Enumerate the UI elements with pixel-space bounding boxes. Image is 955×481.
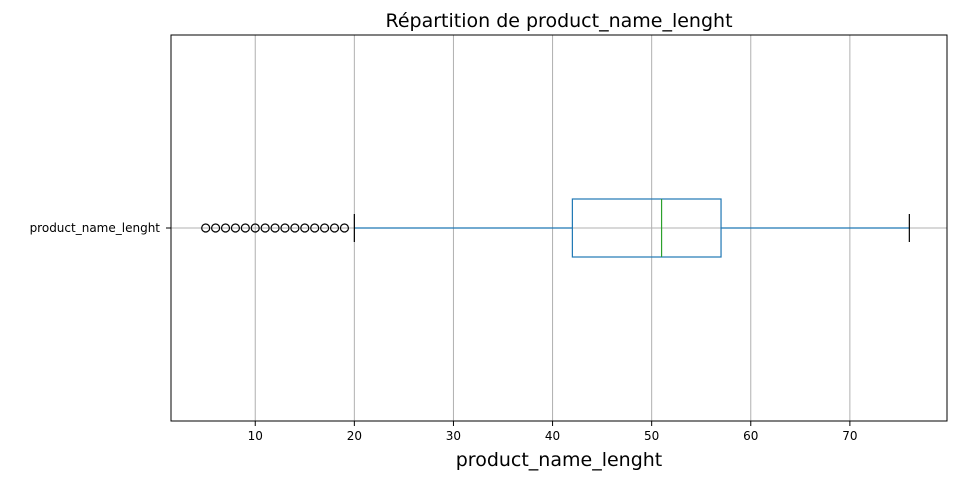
iqr-box: [571, 198, 722, 258]
outlier-point: [280, 223, 290, 233]
outlier-point: [310, 223, 320, 233]
outlier-point: [329, 223, 340, 233]
outlier-point: [201, 223, 211, 233]
outlier-point: [300, 223, 310, 233]
x-axis-label: product_name_lenght: [456, 449, 663, 471]
x-tick-label: 10: [248, 429, 263, 443]
outlier-point: [210, 223, 221, 233]
outlier-point: [290, 223, 300, 233]
x-tick-label: 40: [545, 429, 560, 443]
x-tick-label: 50: [644, 429, 659, 443]
outlier-point: [339, 223, 350, 233]
x-tick-label: 30: [446, 429, 461, 443]
x-tick-label: 70: [842, 429, 857, 443]
outlier-point: [320, 223, 330, 233]
outlier-point: [220, 223, 231, 233]
x-axis-ticks: 10 20 30 40 50 60 70: [166, 227, 858, 443]
outlier-point: [260, 223, 270, 233]
plot-area: [201, 198, 910, 258]
x-tick-label: 60: [743, 429, 758, 443]
x-tick-label: 20: [347, 429, 362, 443]
chart-title: Répartition de product_name_lenght: [385, 10, 732, 32]
outlier-point: [240, 223, 250, 233]
y-tick-label: product_name_lenght: [30, 221, 161, 235]
outlier-point: [250, 223, 260, 233]
outlier-point: [270, 223, 280, 233]
outlier-point: [230, 223, 241, 233]
